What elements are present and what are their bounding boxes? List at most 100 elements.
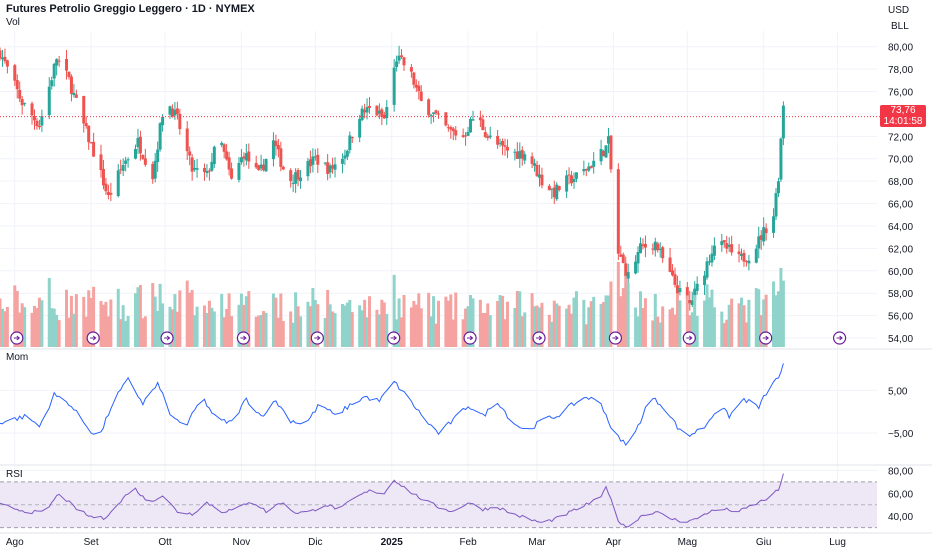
- volume-bar: [106, 316, 110, 347]
- volume-bar: [377, 314, 381, 347]
- candle: [47, 86, 51, 116]
- volume-bar: [333, 313, 337, 347]
- volume-bar: [555, 303, 559, 347]
- candle: [668, 257, 672, 272]
- volume-bar: [520, 316, 524, 347]
- candle: [259, 164, 263, 169]
- candle: [202, 167, 206, 173]
- x-tick-label: Apr: [606, 537, 622, 548]
- candle: [616, 169, 620, 254]
- candle: [101, 168, 105, 186]
- volume-bar: [308, 306, 312, 347]
- candle: [281, 166, 285, 170]
- candle: [109, 192, 113, 195]
- volume-bar: [616, 262, 620, 347]
- candle: [276, 145, 280, 150]
- volume-bar: [451, 319, 455, 347]
- volume-bar: [365, 317, 369, 347]
- candle: [722, 240, 726, 243]
- volume-bar: [343, 305, 347, 347]
- volume-bar: [693, 295, 697, 347]
- candle: [254, 162, 258, 168]
- candle: [503, 145, 507, 147]
- candle: [518, 151, 522, 159]
- price-badge-countdown: 14:01:58: [883, 116, 923, 127]
- candle: [742, 252, 746, 262]
- volume-bar: [52, 308, 56, 347]
- volume-bar: [32, 305, 36, 347]
- volume-bar: [141, 318, 145, 347]
- volume-bar: [437, 300, 440, 347]
- candle: [592, 160, 596, 167]
- candle: [368, 105, 372, 108]
- candle: [754, 248, 758, 263]
- volume-bar: [417, 293, 421, 347]
- x-tick-label: Ago: [6, 537, 24, 548]
- candle: [237, 162, 241, 180]
- volume-bar: [69, 295, 73, 347]
- mom-label[interactable]: Mom: [6, 352, 29, 363]
- candle: [725, 243, 729, 249]
- volume-bar: [126, 316, 130, 347]
- candle: [776, 181, 780, 194]
- volume-bar: [774, 295, 778, 347]
- volume-bar: [740, 297, 744, 347]
- volume-bar: [464, 308, 468, 347]
- candle: [104, 183, 108, 192]
- candle: [153, 160, 157, 179]
- volume-bar: [402, 294, 406, 347]
- mom-tick-label: 5,00: [888, 386, 908, 397]
- candle: [764, 228, 768, 234]
- candle: [599, 149, 603, 162]
- volume-bar: [296, 306, 300, 347]
- candle: [547, 185, 551, 191]
- candle: [345, 150, 349, 157]
- candle: [483, 132, 487, 137]
- candle: [323, 162, 327, 164]
- volume-bar: [776, 291, 780, 347]
- unit-label[interactable]: BLL: [891, 21, 909, 32]
- volume-bar: [461, 319, 465, 347]
- candle: [626, 272, 630, 279]
- volume-bar: [291, 322, 295, 347]
- candle: [313, 156, 317, 158]
- candle: [242, 156, 246, 159]
- volume-bar: [471, 298, 475, 347]
- candle: [67, 71, 71, 78]
- x-tick-label: Nov: [233, 537, 251, 548]
- rsi-label[interactable]: RSI: [6, 469, 23, 480]
- event-arrow-icon: [390, 335, 397, 341]
- volume-bar: [685, 295, 689, 347]
- candle: [205, 170, 209, 174]
- volume-bar: [412, 300, 416, 347]
- candle: [737, 251, 741, 255]
- candle: [343, 155, 347, 159]
- price-tick-label: 66,00: [888, 200, 913, 211]
- candle: [55, 59, 59, 66]
- candle: [486, 136, 490, 139]
- volume-bar: [503, 319, 507, 347]
- volume-bar: [15, 291, 19, 347]
- x-tick-label: Lug: [829, 537, 846, 548]
- candle: [606, 136, 610, 144]
- candle: [609, 135, 613, 170]
- candle: [257, 165, 261, 171]
- candle: [446, 127, 450, 129]
- currency-label[interactable]: USD: [888, 5, 910, 16]
- candle: [247, 151, 251, 162]
- candle: [434, 110, 438, 114]
- candle: [572, 178, 576, 182]
- volume-bar: [744, 322, 748, 347]
- volume-bar: [323, 317, 327, 347]
- candle: [151, 164, 155, 180]
- volume-bar: [757, 289, 761, 347]
- volume-bar: [190, 289, 194, 347]
- candle: [705, 261, 709, 278]
- candle: [360, 108, 364, 120]
- volume-bar: [572, 297, 576, 347]
- volume-bar: [678, 300, 682, 347]
- price-tick-label: 60,00: [888, 267, 913, 278]
- event-arrow-icon: [612, 335, 619, 341]
- volume-bar: [754, 288, 758, 347]
- candle: [365, 107, 369, 113]
